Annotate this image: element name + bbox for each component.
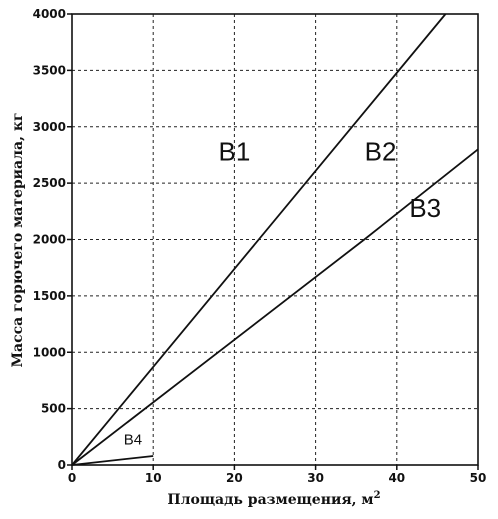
x-tick-label-4: 40	[388, 471, 405, 485]
axes	[67, 13, 479, 470]
x-axis-title-superscript: 2	[374, 490, 381, 501]
y-tick-label-2: 1000	[33, 345, 66, 359]
x-tick-label-5: 50	[470, 471, 487, 485]
x-tick-label-0: 0	[68, 471, 76, 485]
y-tick-label-5: 2500	[33, 176, 66, 190]
region-label-b4: B4	[124, 432, 142, 449]
tick-labels: 0 10 20 30 40 5005001000150020002500300035004…	[33, 7, 487, 485]
x-tick-label-1: 10	[145, 471, 162, 485]
y-axis-title: Масса горючего материала, кг	[10, 112, 26, 367]
series-line-1	[71, 148, 479, 466]
region-label-b1: B1	[218, 137, 250, 167]
x-tick-label-2: 20	[226, 471, 243, 485]
grid	[72, 14, 478, 465]
y-tick-label-8: 4000	[33, 7, 66, 21]
region-label-b3: B3	[409, 193, 441, 223]
y-tick-label-1: 500	[41, 402, 66, 416]
y-tick-label-0: 0	[58, 458, 66, 472]
x-tick-label-3: 30	[307, 471, 324, 485]
region-label-b2: B2	[365, 137, 397, 167]
series-line-0	[71, 13, 447, 466]
region-labels: B1 B2 B3 B4	[124, 137, 441, 449]
x-axis-title: Площадь размещения, м2	[167, 490, 380, 508]
series-lines	[71, 13, 479, 466]
y-tick-label-7: 3500	[33, 63, 66, 77]
y-tick-label-4: 2000	[33, 233, 66, 247]
y-tick-label-6: 3000	[33, 120, 66, 134]
series-line-2	[71, 455, 154, 466]
y-tick-label-3: 1500	[33, 289, 66, 303]
